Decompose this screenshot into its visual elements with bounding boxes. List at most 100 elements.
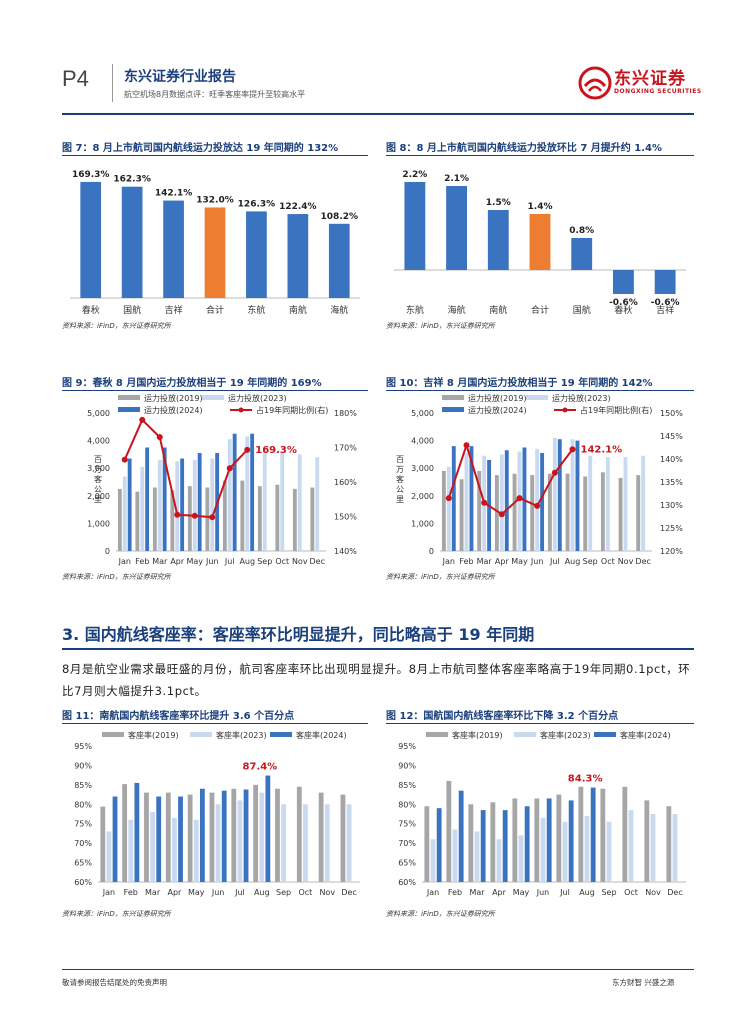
x-tick-label: Nov [645, 888, 661, 897]
fig7-source: 资料来源：iFinD，东兴证券研究所 [62, 322, 171, 330]
y-axis-label: 万 [396, 465, 404, 474]
fig8-title: 图 8：8 月上市航司国内航线运力投放环比 7 月提升约 1.4% [386, 143, 663, 154]
bar [324, 804, 330, 882]
y-tick-label: 1,000 [411, 519, 434, 528]
y-axis-label: 公 [94, 485, 102, 494]
y-tick-label: 1,000 [87, 519, 110, 528]
report-subtitle: 航空机场8月数据点评：旺季客座率提升至较高水平 [124, 90, 306, 99]
bar [468, 804, 474, 882]
bar [571, 238, 593, 270]
section-paragraph: 8月是航空业需求最旺盛的月份，航司客座率环比出现明显提升。8月上市航司整体客座率… [62, 662, 691, 698]
bar [588, 455, 593, 551]
bar [318, 792, 324, 882]
y-tick-label: 70% [398, 839, 416, 848]
bar [112, 796, 118, 882]
report-title: 东兴证券行业报告 [124, 69, 236, 85]
ratio-point [244, 446, 251, 453]
y-tick-label: 85% [398, 781, 416, 790]
bar [490, 802, 496, 882]
y-axis-label: 客 [94, 474, 102, 484]
bar [122, 784, 128, 882]
bar [204, 207, 226, 298]
bar [600, 788, 606, 882]
bar [504, 450, 509, 551]
bar [180, 458, 185, 551]
bar [253, 784, 259, 882]
bar [613, 270, 634, 294]
x-tick-label: Mar [152, 557, 168, 566]
bar [328, 223, 350, 298]
legend-swatch [442, 407, 464, 412]
bar [135, 491, 140, 551]
fig9-title: 图 9：春秋 8 月国内运力投放相当于 19 年同期的 169% [62, 378, 322, 389]
y-axis-label: 百 [396, 455, 404, 464]
x-tick-label: Jun [530, 557, 544, 566]
bar [221, 790, 227, 882]
y-tick-label: 90% [398, 761, 416, 770]
bar [237, 800, 243, 882]
bar [600, 472, 605, 551]
ratio-point [498, 511, 505, 518]
x-tick-label: Oct [275, 557, 289, 566]
logo-text-cn: 东兴证券 [614, 69, 686, 89]
bar [192, 459, 197, 551]
fig11-chart: 客座率(2019) 客座率(2023) 客座率(2024) 60% 65% 70% 75% 8… [74, 730, 360, 897]
x-tick-label: May [186, 557, 203, 566]
fig8-rule [386, 155, 694, 157]
bar [441, 470, 446, 551]
y-axis-label: 万 [94, 465, 102, 474]
bar [100, 806, 106, 882]
legend-label: 运力投放(2023) [552, 393, 611, 403]
bar [296, 786, 302, 882]
bar [240, 480, 245, 551]
y-tick-label: 5,000 [411, 409, 434, 418]
bar [650, 814, 656, 882]
y-tick-label: 80% [74, 800, 92, 809]
x-tick-label: Nov [618, 557, 634, 566]
y2-tick-label: 170% [334, 444, 357, 453]
ratio-point [534, 502, 541, 509]
bar [121, 186, 143, 298]
data-label: 108.2% [321, 212, 359, 222]
annotation: 142.1% [581, 444, 623, 455]
x-tick-label: Oct [624, 888, 638, 897]
x-tick-label: Oct [601, 557, 615, 566]
y-axis-label: 里 [396, 495, 404, 504]
bar [197, 453, 202, 551]
data-label: 132.0% [196, 195, 234, 205]
ratio-line [447, 441, 574, 516]
fig10-chart: 运力投放(2019) 运力投放(2023) 运力投放(2024) 占19年同期比例(右… [396, 393, 683, 566]
x-tick-label: 东航 [406, 304, 424, 316]
y-tick-label: 4,000 [87, 437, 110, 446]
x-tick-label: Jan [102, 888, 115, 897]
y-tick-label: 0 [105, 547, 110, 556]
y-tick-label: 2,000 [411, 492, 434, 501]
legend-label: 运力投放(2019) [144, 393, 203, 403]
bar [496, 839, 502, 882]
legend-swatch [202, 395, 224, 400]
bar [546, 798, 552, 882]
x-tick-label: Dec [667, 888, 682, 897]
y2-tick-label: 125% [660, 524, 683, 533]
x-tick-label: 吉祥 [656, 304, 674, 316]
footer-disclaimer: 敬请参阅报告结尾处的免责声明 [62, 978, 167, 987]
legend-label: 客座率(2023) [216, 730, 267, 740]
fig8-source: 资料来源：iFinD，东兴证券研究所 [386, 322, 495, 330]
section-rule [62, 648, 694, 650]
y-axis-label: 公 [396, 485, 404, 494]
bar [340, 794, 346, 882]
bar [452, 829, 458, 882]
section-title: 3. 国内航线客座率：客座率环比明显提升，同比略高于 19 年同期 [62, 625, 535, 644]
bar [262, 450, 267, 551]
y2-tick-label: 135% [660, 478, 683, 487]
bar [281, 804, 286, 882]
x-tick-label: Jul [234, 888, 245, 897]
fig10-title: 图 10：吉祥 8 月国内运力投放相当于 19 年同期的 142% [386, 378, 653, 389]
ratio-line [123, 418, 248, 519]
bar [480, 810, 486, 882]
bar [157, 459, 162, 551]
ratio-point [569, 446, 576, 453]
bar [265, 775, 271, 882]
fig12-chart: 客座率(2019) 客座率(2023) 客座率(2024) 60% 65% 70% 75% 8… [398, 730, 686, 897]
fig7-title: 图 7：8 月上市航司国内航线运力投放达 19 年同期的 132% [62, 143, 339, 154]
